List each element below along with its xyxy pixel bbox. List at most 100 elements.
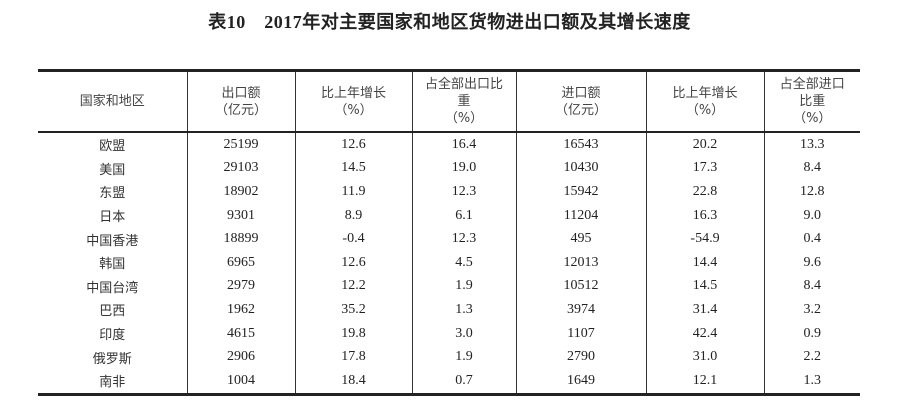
- country-cell: 韩国: [99, 257, 126, 273]
- export-growth-header: 比上年增长 （%）: [294, 70, 412, 133]
- table-row: 印度 4615 19.8 3.0 1107 42.4 0.9: [38, 321, 860, 346]
- value-cell: 14.5: [294, 156, 412, 181]
- value-cell: 20.2: [645, 132, 764, 157]
- value-cell: 8.9: [294, 203, 412, 228]
- value-cell: 0.7: [411, 368, 516, 395]
- value-cell: 19.8: [294, 321, 412, 346]
- table-row: 东盟 18902 11.9 12.3 15942 22.8 12.8: [38, 180, 860, 204]
- value-cell: 10430: [515, 156, 646, 181]
- import-growth-header: 比上年增长 （%）: [645, 70, 764, 133]
- value-cell: 18902: [186, 180, 295, 204]
- value-cell: 22.8: [645, 180, 764, 204]
- country-cell: 巴西: [99, 304, 126, 320]
- value-cell: 12.1: [645, 368, 764, 395]
- table-row: 巴西 1962 35.2 1.3 3974 31.4 3.2: [38, 298, 860, 322]
- table-row: 中国香港 18899 -0.4 12.3 495 -54.9 0.4: [38, 227, 860, 251]
- value-cell: -0.4: [294, 227, 412, 251]
- header-row: 国家和地区 出口额 （亿元） 比上年增长 （%） 占全部出口比重（%） 进口额 （亿元） 比上年…: [38, 70, 860, 133]
- value-cell: 8.4: [763, 274, 860, 299]
- value-cell: 16.3: [645, 203, 764, 228]
- country-cell: 中国香港: [86, 233, 139, 249]
- value-cell: 12.6: [294, 250, 412, 275]
- value-cell: 31.0: [645, 345, 764, 369]
- header-line: （亿元）: [554, 102, 607, 118]
- value-cell: 12.3: [411, 227, 516, 251]
- value-cell: 2790: [515, 345, 646, 369]
- table-title: 表10 2017年对主要国家和地区货物进出口额及其增长速度: [208, 12, 691, 32]
- value-cell: 12.6: [294, 132, 412, 157]
- value-cell: 29103: [186, 156, 295, 181]
- value-cell: 10512: [515, 274, 646, 299]
- value-cell: 12013: [515, 250, 646, 275]
- value-cell: 1107: [515, 321, 646, 346]
- value-cell: 2.2: [763, 345, 860, 369]
- country-cell: 俄罗斯: [92, 351, 132, 367]
- country-cell: 欧盟: [99, 139, 126, 155]
- country-cell: 南非: [99, 375, 126, 391]
- value-cell: 3974: [515, 298, 646, 322]
- value-cell: 25199: [186, 132, 295, 157]
- value-cell: 6.1: [411, 203, 516, 228]
- value-cell: 11204: [515, 203, 646, 228]
- value-cell: 9.0: [763, 203, 860, 228]
- import-share-header: 占全部进口 比重 （%）: [763, 70, 860, 133]
- value-cell: 9301: [186, 203, 295, 228]
- value-cell: 495: [515, 227, 646, 251]
- value-cell: 0.9: [763, 321, 860, 346]
- value-cell: 1.3: [411, 298, 516, 322]
- export-header: 出口额 （亿元）: [186, 70, 295, 133]
- value-cell: 0.4: [763, 227, 860, 251]
- header-line: （%）: [444, 111, 484, 126]
- export-share-header: 占全部出口比重 （%）: [411, 70, 516, 133]
- import-header: 进口额 （亿元）: [515, 70, 646, 133]
- header-line: （亿元）: [214, 102, 267, 118]
- header-line: 出口额: [221, 85, 261, 101]
- country-cell: 东盟: [99, 186, 126, 202]
- value-cell: 16543: [515, 132, 646, 157]
- country-header: 国家和地区: [38, 70, 187, 133]
- value-cell: -54.9: [645, 227, 764, 251]
- table-row: 韩国 6965 12.6 4.5 12013 14.4 9.6: [38, 250, 860, 275]
- table-row: 南非 1004 18.4 0.7 1649 12.1 1.3: [38, 368, 860, 395]
- header-line: 比重: [799, 94, 826, 109]
- value-cell: 15942: [515, 180, 646, 204]
- header-line: （%）: [685, 102, 725, 118]
- value-cell: 6965: [186, 250, 295, 275]
- value-cell: 2979: [186, 274, 295, 299]
- country-cell: 印度: [99, 328, 126, 344]
- country-cell: 日本: [99, 210, 126, 226]
- country-cell: 中国台湾: [86, 280, 139, 296]
- value-cell: 4615: [186, 321, 295, 346]
- value-cell: 11.9: [294, 180, 412, 204]
- table-row: 欧盟 25199 12.6 16.4 16543 20.2 13.3: [38, 132, 860, 157]
- value-cell: 18899: [186, 227, 295, 251]
- table-row: 中国台湾 2979 12.2 1.9 10512 14.5 8.4: [38, 274, 860, 299]
- value-cell: 4.5: [411, 250, 516, 275]
- header-line: 比上年增长: [672, 85, 738, 101]
- value-cell: 3.0: [411, 321, 516, 346]
- value-cell: 19.0: [411, 156, 516, 181]
- trade-table: 国家和地区 出口额 （亿元） 比上年增长 （%） 占全部出口比重（%） 进口额 （亿元） 比上年…: [38, 69, 860, 396]
- value-cell: 12.2: [294, 274, 412, 299]
- value-cell: 13.3: [763, 132, 860, 157]
- value-cell: 35.2: [294, 298, 412, 322]
- value-cell: 16.4: [411, 132, 516, 157]
- value-cell: 1.9: [411, 345, 516, 369]
- value-cell: 2906: [186, 345, 295, 369]
- value-cell: 1.3: [763, 368, 860, 395]
- value-cell: 12.3: [411, 180, 516, 204]
- value-cell: 42.4: [645, 321, 764, 346]
- table-row: 俄罗斯 2906 17.8 1.9 2790 31.0 2.2: [38, 345, 860, 369]
- table-row: 日本 9301 8.9 6.1 11204 16.3 9.0: [38, 203, 860, 228]
- value-cell: 3.2: [763, 298, 860, 322]
- value-cell: 1962: [186, 298, 295, 322]
- header-line: 占全部出口比: [424, 77, 503, 92]
- header-line: 占全部进口: [779, 77, 845, 92]
- value-cell: 12.8: [763, 180, 860, 204]
- header-line: 比上年增长: [320, 85, 386, 101]
- value-cell: 31.4: [645, 298, 764, 322]
- header-line: 进口额: [561, 85, 601, 101]
- value-cell: 18.4: [294, 368, 412, 395]
- value-cell: 14.4: [645, 250, 764, 275]
- header-line: （%）: [334, 102, 373, 118]
